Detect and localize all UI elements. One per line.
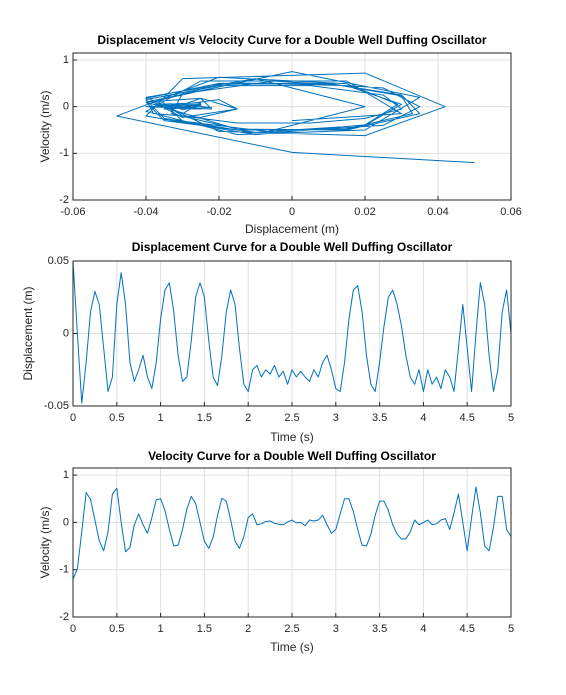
x-axis-label: Displacement (m) xyxy=(245,222,339,236)
x-axis-label: Time (s) xyxy=(270,640,314,654)
y-tick-label: 0.05 xyxy=(48,255,69,267)
x-tick-label: 3.5 xyxy=(372,412,387,424)
y-axis-label: Velocity (m/s) xyxy=(38,90,52,162)
chart-title: Displacement Curve for a Double Well Duf… xyxy=(132,240,453,254)
x-tick-label: 5 xyxy=(508,623,514,635)
x-tick-label: 0 xyxy=(289,206,295,218)
x-tick-label: 1 xyxy=(158,412,164,424)
chart-title: Velocity Curve for a Double Well Duffing… xyxy=(148,449,436,463)
y-tick-label: 0 xyxy=(63,516,69,528)
data-line xyxy=(116,71,475,164)
x-tick-label: -0.02 xyxy=(206,206,231,218)
x-tick-label: 4 xyxy=(420,412,426,424)
x-tick-label: 0.02 xyxy=(354,206,375,218)
y-tick-label: 0 xyxy=(63,101,69,113)
x-tick-label: 4.5 xyxy=(460,623,475,635)
chart-title: Displacement v/s Velocity Curve for a Do… xyxy=(97,33,487,47)
x-tick-label: 1.5 xyxy=(197,412,212,424)
axes-frame xyxy=(72,260,512,407)
data-line xyxy=(72,260,512,404)
x-tick-label: 0 xyxy=(70,623,76,635)
x-tick-label: 4.5 xyxy=(460,412,475,424)
data-line xyxy=(72,486,512,580)
x-tick-label: 0.06 xyxy=(500,206,521,218)
x-tick-label: 5 xyxy=(508,412,514,424)
x-tick-label: 0 xyxy=(70,412,76,424)
y-tick-label: -1 xyxy=(59,564,69,576)
x-tick-label: 2.5 xyxy=(284,623,299,635)
x-tick-label: 2.5 xyxy=(284,412,299,424)
x-tick-label: -0.06 xyxy=(60,206,85,218)
y-axis-label: Displacement (m) xyxy=(21,286,35,380)
x-tick-label: 3 xyxy=(333,412,339,424)
x-tick-label: 0.5 xyxy=(109,412,124,424)
y-tick-label: -2 xyxy=(59,194,69,206)
x-tick-label: 1.5 xyxy=(197,623,212,635)
axes-frame xyxy=(72,467,512,618)
x-tick-label: 0.5 xyxy=(109,623,124,635)
y-tick-label: -0.05 xyxy=(44,400,69,412)
x-tick-label: 3 xyxy=(333,623,339,635)
y-tick-label: 0 xyxy=(63,327,69,339)
axes-frame xyxy=(72,52,512,201)
x-tick-label: 2 xyxy=(245,412,251,424)
x-axis-label: Time (s) xyxy=(270,430,314,444)
y-tick-label: 1 xyxy=(63,469,69,481)
x-tick-label: 1 xyxy=(158,623,164,635)
x-tick-label: 3.5 xyxy=(372,623,387,635)
y-tick-label: 1 xyxy=(63,54,69,66)
x-tick-label: -0.04 xyxy=(133,206,158,218)
x-tick-label: 2 xyxy=(245,623,251,635)
y-tick-label: -2 xyxy=(59,611,69,623)
y-tick-label: -1 xyxy=(59,147,69,159)
x-tick-label: 0.04 xyxy=(427,206,448,218)
x-tick-label: 4 xyxy=(420,623,426,635)
y-axis-label: Velocity (m/s) xyxy=(38,506,52,578)
